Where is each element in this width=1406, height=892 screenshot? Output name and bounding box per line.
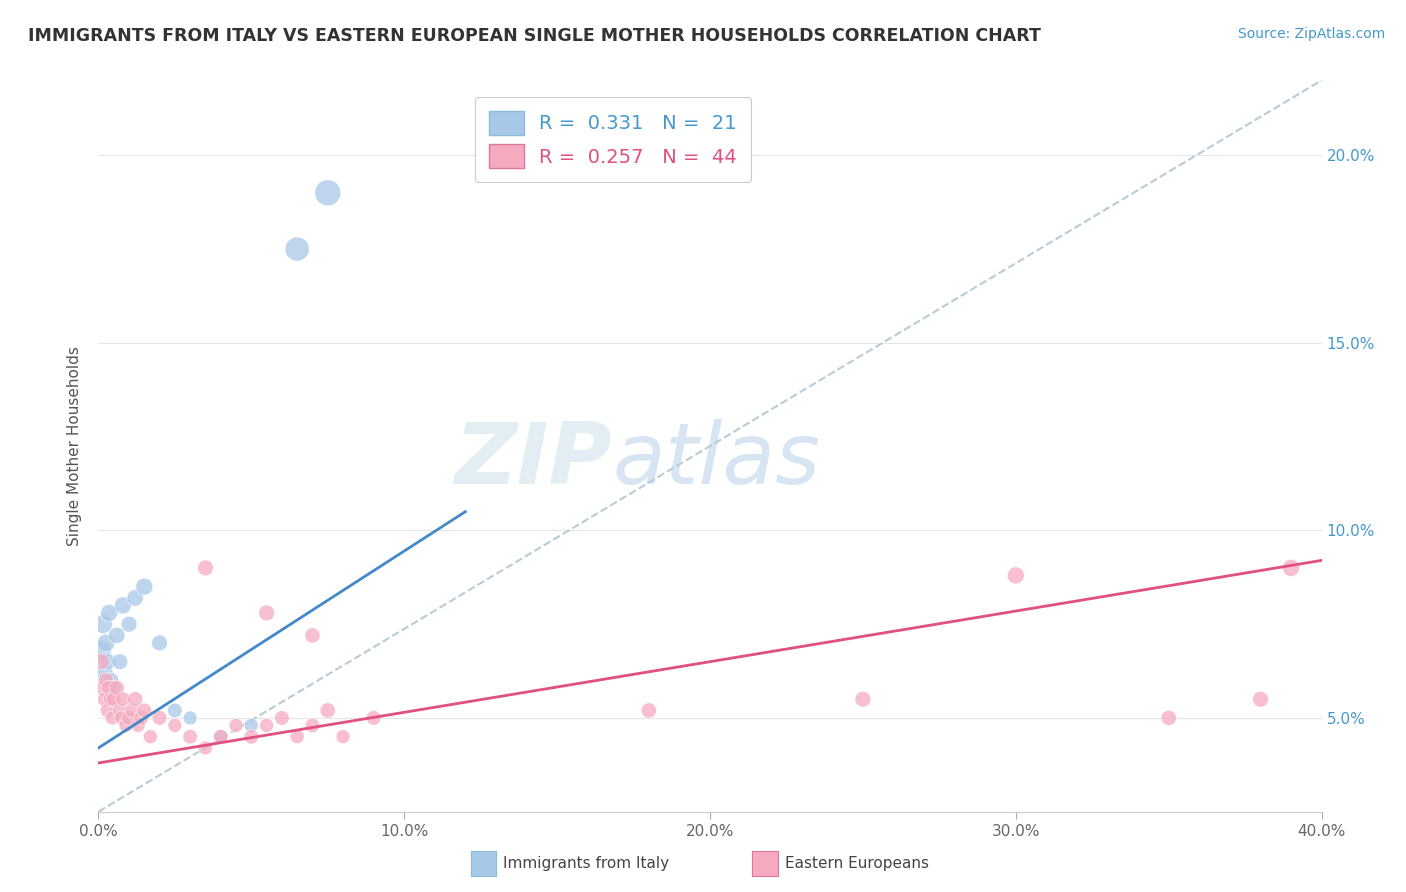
Point: [285, 730, 308, 744]
Point: [163, 718, 186, 732]
Point: [1004, 568, 1026, 582]
Point: [103, 681, 125, 695]
Point: [90, 643, 112, 657]
Point: [637, 703, 661, 717]
Point: [1279, 561, 1302, 575]
Point: [194, 561, 217, 575]
Point: [225, 718, 247, 732]
Point: [124, 591, 146, 605]
Point: [111, 692, 134, 706]
Point: [98, 606, 121, 620]
Point: [97, 655, 120, 669]
Point: [108, 703, 131, 717]
Point: [240, 718, 263, 732]
Point: [163, 703, 186, 717]
Point: [316, 186, 339, 200]
Point: [301, 718, 323, 732]
Point: [118, 711, 141, 725]
Point: [256, 718, 278, 732]
Point: [100, 673, 122, 688]
Text: ZIP: ZIP: [454, 419, 612, 502]
Point: [285, 242, 308, 256]
Point: [124, 692, 146, 706]
Point: [100, 692, 122, 706]
Point: [108, 655, 131, 669]
Point: [98, 681, 121, 695]
Point: [256, 606, 278, 620]
Point: [149, 636, 172, 650]
Point: [134, 703, 156, 717]
Point: [139, 730, 162, 744]
Point: [93, 665, 115, 680]
Text: atlas: atlas: [612, 419, 820, 502]
Point: [270, 711, 294, 725]
Point: [103, 692, 125, 706]
Point: [91, 681, 114, 695]
Point: [1250, 692, 1272, 706]
Point: [111, 599, 134, 613]
Point: [134, 580, 156, 594]
Point: [363, 711, 385, 725]
Point: [1157, 711, 1180, 725]
Text: Source: ZipAtlas.com: Source: ZipAtlas.com: [1237, 27, 1385, 41]
Text: IMMIGRANTS FROM ITALY VS EASTERN EUROPEAN SINGLE MOTHER HOUSEHOLDS CORRELATION C: IMMIGRANTS FROM ITALY VS EASTERN EUROPEA…: [28, 27, 1040, 45]
Point: [127, 718, 149, 732]
Point: [179, 711, 201, 725]
Point: [94, 673, 117, 688]
Text: Eastern Europeans: Eastern Europeans: [785, 856, 928, 871]
Point: [115, 718, 138, 732]
Point: [179, 730, 201, 744]
Point: [91, 617, 114, 632]
Point: [209, 730, 232, 744]
Point: [105, 628, 128, 642]
Point: [118, 617, 141, 632]
Point: [101, 711, 124, 725]
Point: [97, 703, 120, 717]
Point: [121, 703, 143, 717]
Point: [110, 711, 132, 725]
Point: [94, 636, 117, 650]
Text: Immigrants from Italy: Immigrants from Italy: [503, 856, 669, 871]
Point: [129, 711, 152, 725]
Y-axis label: Single Mother Households: Single Mother Households: [67, 346, 83, 546]
Point: [93, 692, 115, 706]
Point: [90, 655, 112, 669]
Point: [301, 628, 323, 642]
Point: [194, 741, 217, 756]
Point: [240, 730, 263, 744]
Point: [852, 692, 875, 706]
Point: [332, 730, 354, 744]
Point: [105, 681, 128, 695]
Point: [316, 703, 339, 717]
Point: [149, 711, 172, 725]
Point: [209, 730, 232, 744]
Legend: R =  0.331   N =  21, R =  0.257   N =  44: R = 0.331 N = 21, R = 0.257 N = 44: [475, 97, 751, 182]
